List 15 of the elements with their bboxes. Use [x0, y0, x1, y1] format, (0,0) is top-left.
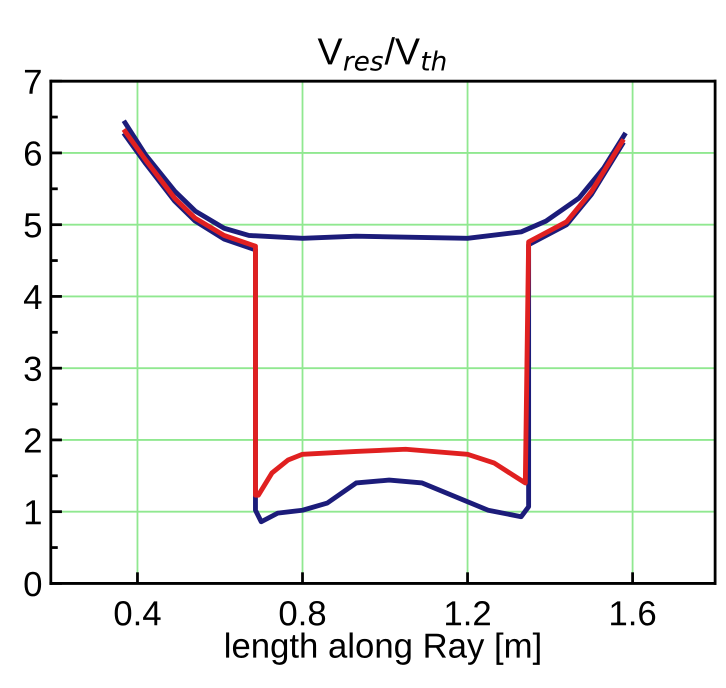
y-tick-label: 4 [24, 285, 42, 310]
y-tick-label: 5 [24, 213, 42, 238]
y-tick-label: 6 [24, 141, 41, 166]
y-tick-label: 0 [24, 572, 42, 596]
x-tick-label: 1.2 [446, 601, 490, 626]
y-tick-label: 2 [24, 428, 41, 453]
y-tick-label: 7 [24, 70, 41, 94]
line-series [122, 120, 627, 241]
x-tick-label: 0.4 [114, 601, 161, 626]
chart-title: V$_{res}$/V$_{th}$ [318, 37, 446, 71]
y-tick-label: 1 [26, 500, 41, 524]
y-tick-label: 3 [24, 356, 41, 382]
x-axis-title: length along Ray [m] [226, 632, 540, 665]
x-tick-label: 0.8 [280, 601, 326, 626]
x-tick-label: 1.6 [611, 601, 656, 626]
